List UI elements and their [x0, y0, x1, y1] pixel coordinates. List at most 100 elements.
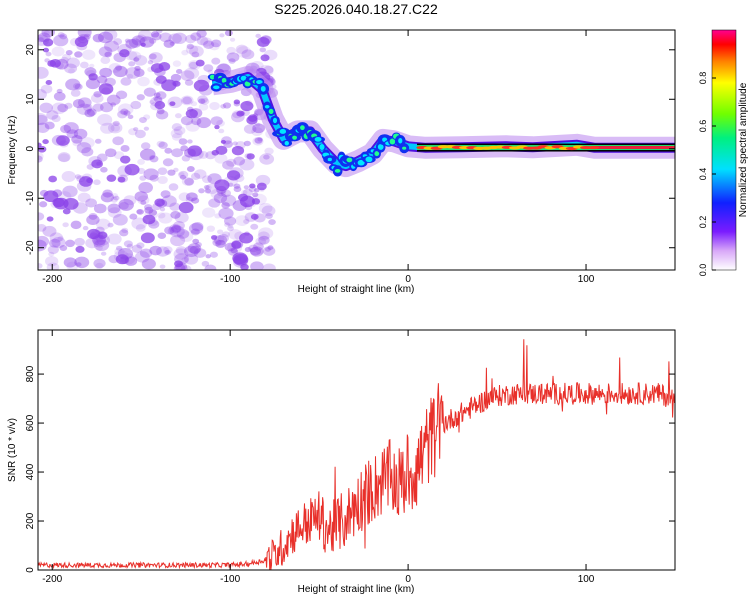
ridge-blob-core	[334, 168, 341, 173]
noise-blob	[115, 90, 128, 100]
noise-blob	[171, 123, 183, 132]
noise-blob	[134, 191, 149, 202]
noise-blob	[38, 114, 48, 126]
noise-blob	[209, 101, 220, 111]
noise-blob	[249, 183, 256, 189]
spectrogram-xlabel: Height of straight line (km)	[298, 284, 415, 295]
noise-blob	[147, 60, 154, 65]
noise-blob	[142, 214, 156, 225]
noise-blob	[100, 251, 107, 256]
noise-blob	[224, 216, 237, 226]
noise-blob	[98, 83, 114, 95]
noise-blob	[170, 128, 183, 139]
noise-blob	[183, 245, 199, 258]
noise-blob	[147, 66, 155, 73]
noise-blob	[226, 158, 237, 167]
noise-blob	[203, 184, 210, 190]
noise-blob	[250, 223, 259, 230]
noise-blob	[130, 100, 142, 110]
noise-blob	[214, 179, 230, 192]
spectrogram-ytick-label: 10	[25, 93, 36, 105]
noise-blob	[85, 78, 100, 90]
noise-blob	[39, 102, 53, 113]
noise-blob	[193, 79, 210, 92]
noise-blob	[129, 213, 138, 220]
noise-blob	[70, 89, 81, 97]
noise-blob	[66, 261, 79, 270]
noise-blob	[38, 122, 50, 134]
signal-band-red	[594, 146, 675, 150]
noise-blob	[136, 94, 145, 101]
noise-blob	[137, 30, 153, 41]
noise-blob	[205, 254, 211, 259]
noise-blob	[221, 136, 232, 145]
noise-blob	[164, 147, 173, 154]
noise-blob	[188, 223, 204, 235]
noise-blob	[123, 110, 131, 116]
colorbar-tick-label: 0.8	[698, 72, 708, 85]
noise-blob	[63, 198, 79, 210]
noise-blob	[71, 134, 83, 144]
noise-blob	[139, 175, 147, 181]
noise-blob	[107, 233, 122, 245]
noise-blob	[211, 39, 222, 48]
noise-blob	[220, 189, 231, 198]
noise-blob	[156, 246, 170, 257]
noise-blob	[120, 144, 130, 152]
noise-blob	[178, 138, 188, 145]
noise-blob	[51, 102, 67, 115]
noise-blob	[255, 33, 261, 38]
noise-blob	[211, 235, 218, 240]
noise-blob	[57, 236, 64, 242]
noise-blob	[140, 42, 146, 47]
noise-blob	[125, 67, 141, 79]
noise-blob	[68, 68, 75, 74]
ridge-blob-core	[244, 81, 251, 87]
noise-blob	[48, 238, 61, 248]
noise-blob	[226, 46, 237, 55]
noise-blob	[115, 245, 123, 251]
noise-blob	[104, 51, 112, 58]
noise-blob	[198, 103, 209, 111]
noise-blob	[172, 60, 182, 67]
noise-blob	[64, 102, 73, 109]
noise-blob	[56, 88, 63, 94]
noise-blob	[97, 114, 113, 126]
noise-blob	[191, 117, 202, 126]
noise-blob	[224, 222, 230, 227]
snr-line	[38, 339, 675, 570]
noise-blob	[212, 239, 222, 247]
noise-blob	[144, 204, 153, 211]
noise-blob	[234, 174, 245, 183]
noise-blob	[45, 79, 53, 86]
noise-blob	[53, 91, 66, 101]
noise-blob	[200, 37, 213, 47]
noise-blob	[259, 187, 265, 192]
noise-blob	[100, 166, 108, 173]
figure-title: S225.2026.040.18.27.C22	[274, 1, 438, 17]
noise-blob	[117, 247, 134, 260]
noise-blob	[66, 129, 79, 139]
noise-blob	[143, 87, 156, 97]
noise-blob	[113, 65, 128, 78]
noise-blob	[111, 193, 119, 199]
noise-blob	[180, 145, 189, 152]
noise-blob	[96, 234, 111, 246]
noise-blob	[263, 154, 270, 160]
noise-blob	[167, 96, 183, 109]
colorbar-label: Normalized spectral amplitude	[738, 82, 749, 217]
noise-blob	[262, 246, 276, 256]
noise-blob	[77, 30, 92, 38]
noise-blob	[241, 109, 250, 117]
noise-blob	[100, 56, 111, 64]
noise-blob	[228, 58, 236, 64]
spectrogram-image	[38, 30, 675, 270]
noise-blob	[251, 127, 263, 137]
noise-blob	[215, 239, 226, 248]
noise-blob	[187, 139, 193, 144]
snr-ytick-label: 600	[25, 414, 36, 431]
noise-blob	[127, 114, 134, 120]
noise-blob	[217, 189, 226, 197]
noise-blob	[140, 200, 147, 205]
noise-blob	[95, 226, 105, 234]
